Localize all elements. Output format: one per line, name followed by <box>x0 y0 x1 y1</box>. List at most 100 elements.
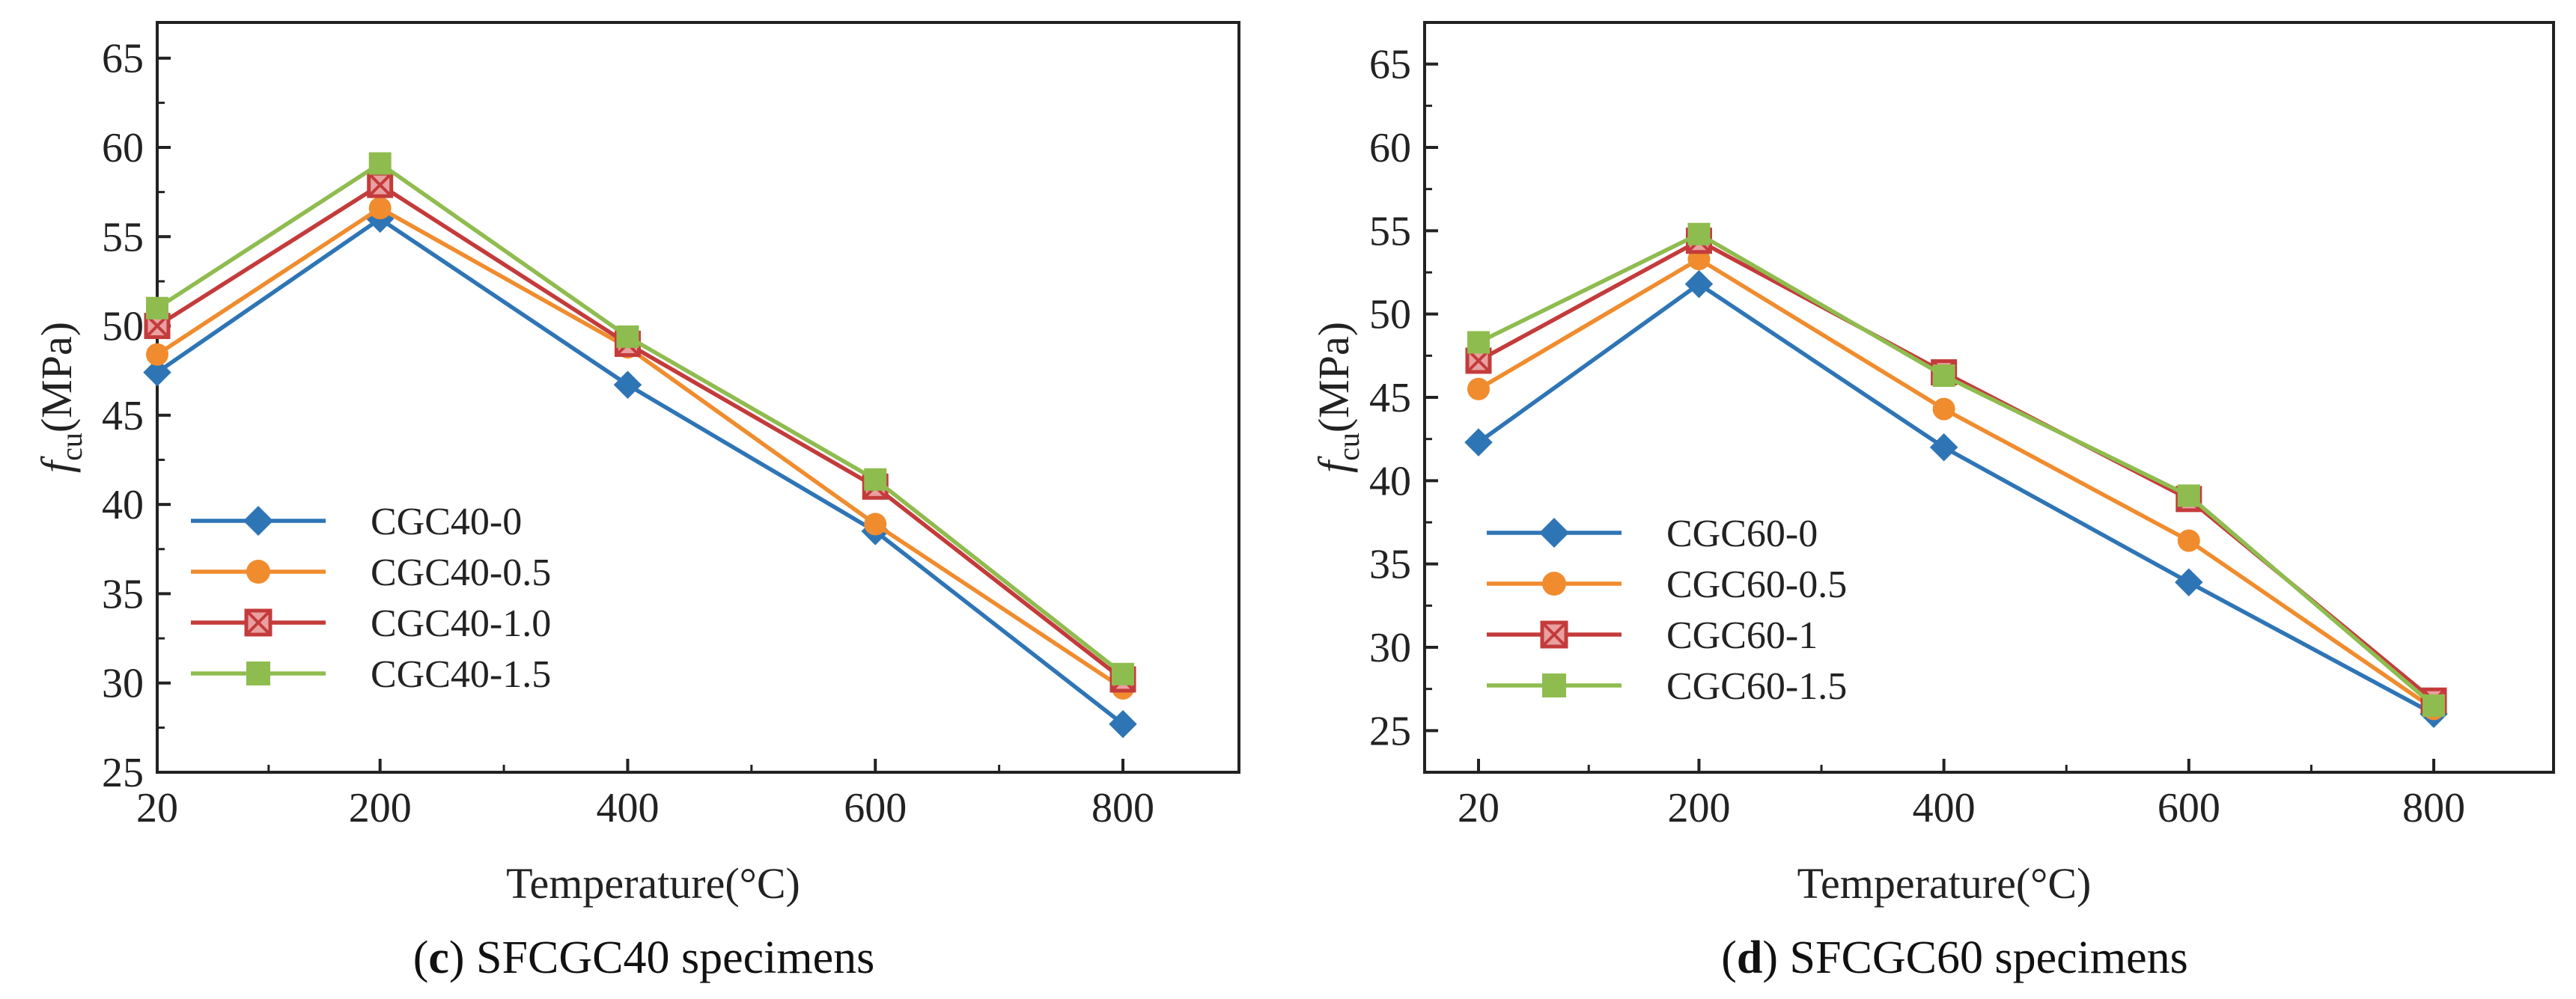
legend-label-CGC40-0.5: CGC40-0.5 <box>371 552 551 594</box>
x-tick-label-c: 400 <box>596 785 659 831</box>
data-point-CGC60-0-200 <box>1684 269 1714 299</box>
y-axis-label-d: fcu(MPa) <box>1309 322 1365 473</box>
y-tick-label-d: 60 <box>1369 125 1411 171</box>
y-tick-label-c: 30 <box>102 661 144 707</box>
y-tick-label-c: 40 <box>102 482 144 528</box>
y-tick-label-c: 35 <box>102 571 144 617</box>
y-label-sub: cu <box>55 433 88 461</box>
legend-label-CGC60-1.5: CGC60-1.5 <box>1666 665 1847 708</box>
y-axis-label-c: fcu(MPa) <box>32 322 88 473</box>
caption-d: (d) SFCGC60 specimens <box>1721 932 2188 983</box>
x-tick-label-d: 200 <box>1667 785 1730 831</box>
y-tick-label-c: 45 <box>102 393 144 439</box>
plot-frame-c <box>156 21 1240 774</box>
y-tick-label-c: 60 <box>102 125 144 171</box>
y-tick-label-d: 30 <box>1369 625 1411 671</box>
x-tick-label-d: 20 <box>1458 785 1499 831</box>
caption-c: (c) SFCGC40 specimens <box>413 932 875 983</box>
legend-label-CGC60-1: CGC60-1 <box>1666 614 1818 657</box>
data-point-CGC60-0-400 <box>1929 433 1958 462</box>
data-point-CGC40-1.5-20 <box>146 296 168 320</box>
data-point-CGC60-0.5-400 <box>1932 397 1955 421</box>
caption-text: ) SFCGC40 specimens <box>449 932 874 983</box>
legend-marker-CGC40-1.5 <box>246 662 270 685</box>
data-point-CGC60-1.5-200 <box>1687 222 1711 245</box>
y-label-unit: (MPa) <box>1309 322 1358 433</box>
x-axis-label-d: Temperature(°C) <box>1797 859 2092 908</box>
caption-open-paren: ( <box>1721 932 1737 983</box>
caption-letter: c <box>428 932 449 983</box>
data-point-CGC60-1.5-20 <box>1467 331 1490 354</box>
data-point-CGC40-1.0-200 <box>367 171 394 198</box>
series-CGC60-0.5 <box>1467 248 2445 721</box>
x-axis-label-c: Temperature(°C) <box>506 859 800 908</box>
y-tick-label-d: 55 <box>1369 208 1411 254</box>
data-point-CGC40-0-400 <box>613 370 642 400</box>
legend-marker-CGC60-0.5 <box>1542 572 1566 596</box>
data-point-CGC60-1.5-400 <box>1932 364 1955 388</box>
x-tick-label-c: 20 <box>136 785 178 831</box>
data-point-CGC60-0-600 <box>2175 568 2203 596</box>
y-tick-label-c: 65 <box>102 36 144 82</box>
series-line-CGC60-0 <box>1477 281 2435 716</box>
data-point-CGC60-0-20 <box>1464 428 1493 456</box>
y-tick-label-d: 35 <box>1369 542 1411 588</box>
series-line-CGC40-1.5 <box>156 161 1124 676</box>
legend-marker-CGC60-0 <box>1539 518 1569 548</box>
data-point-CGC60-1.5-600 <box>2177 484 2200 507</box>
data-point-CGC40-1.5-200 <box>368 152 392 175</box>
series-CGC40-0 <box>143 204 1137 739</box>
x-tick-label-d: 400 <box>1913 785 1976 831</box>
x-tick-label-d: 600 <box>2158 785 2220 831</box>
legend-marker-CGC60-1 <box>1540 620 1568 649</box>
series-line-CGC60-0.5 <box>1477 256 2435 711</box>
series-line-CGC60-1 <box>1477 238 2435 703</box>
data-point-CGC40-0-20 <box>143 358 171 387</box>
legend-label-CGC40-1.5: CGC40-1.5 <box>371 653 551 696</box>
series-CGC40-1.5 <box>146 152 1134 685</box>
caption-text: ) SFCGC60 specimens <box>1762 932 2187 983</box>
y-tick-label-d: 40 <box>1369 458 1411 504</box>
data-point-CGC40-0.5-20 <box>146 343 168 366</box>
data-point-CGC40-1.5-800 <box>1112 662 1134 685</box>
caption-letter: d <box>1737 932 1762 983</box>
data-point-CGC40-0.5-200 <box>368 197 392 220</box>
data-point-CGC40-1.5-400 <box>616 325 639 348</box>
y-tick-label-d: 25 <box>1369 708 1411 754</box>
legend-label-CGC40-1.0: CGC40-1.0 <box>371 602 551 645</box>
legend-marker-CGC40-0.5 <box>246 560 270 584</box>
y-tick-label-d: 65 <box>1369 42 1411 88</box>
legend-marker-CGC40-1.0 <box>244 608 272 637</box>
y-tick-label-d: 50 <box>1369 292 1411 338</box>
data-point-CGC60-0.5-20 <box>1467 377 1490 400</box>
x-tick-label-d: 800 <box>2402 785 2465 831</box>
y-tick-label-d: 45 <box>1369 375 1411 421</box>
data-point-CGC40-0-800 <box>1109 709 1137 739</box>
series-CGC60-0 <box>1464 269 2448 728</box>
y-tick-label-c: 55 <box>102 214 144 260</box>
caption-open-paren: ( <box>413 932 429 983</box>
data-point-CGC60-0.5-600 <box>2177 529 2200 552</box>
legend-marker-CGC40-0 <box>243 506 273 536</box>
legend-c: CGC40-0 CGC40-0.5 CGC40-1.0 CGC40-1.5 <box>191 501 551 696</box>
series-line-CGC40-0.5 <box>156 205 1124 691</box>
legend-label-CGC60-0: CGC60-0 <box>1666 513 1818 555</box>
x-tick-label-c: 800 <box>1091 785 1154 831</box>
legend-label-CGC40-0: CGC40-0 <box>371 501 522 543</box>
legend-label-CGC60-0.5: CGC60-0.5 <box>1666 563 1847 606</box>
x-tick-label-c: 600 <box>844 785 907 831</box>
y-tick-label-c: 25 <box>102 750 144 796</box>
legend-d: CGC60-0 CGC60-0.5 CGC60-1 CGC60-1.5 <box>1487 513 1847 708</box>
data-point-CGC40-1.5-600 <box>864 468 887 491</box>
x-tick-label-c: 200 <box>349 785 412 831</box>
series-CGC40-1.0 <box>144 171 1136 693</box>
data-point-CGC40-0.5-600 <box>864 513 887 536</box>
y-label-unit: (MPa) <box>32 322 81 433</box>
chart-panel-d: 25 30 35 40 45 50 55 60 65 20 200 400 600 800 CGC60-0 C… <box>1288 0 2576 999</box>
data-point-CGC60-1.5-800 <box>2423 694 2445 717</box>
series-CGC60-1.5 <box>1467 222 2445 717</box>
series-line-CGC40-0 <box>156 216 1124 726</box>
y-label-sub: cu <box>1332 433 1365 461</box>
